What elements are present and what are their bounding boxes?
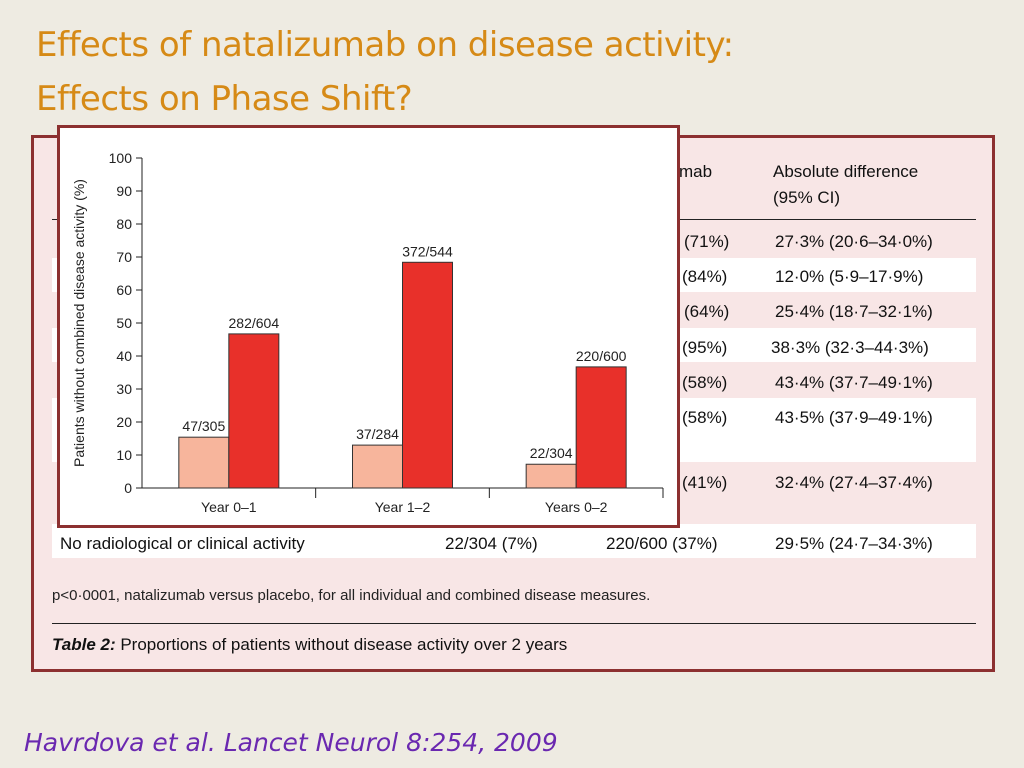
bar-data-label: 282/604 xyxy=(229,315,280,331)
natalizumab-bar xyxy=(228,333,280,489)
row6-natalizumab: (58%) xyxy=(682,408,728,427)
y-tick-label: 70 xyxy=(116,249,132,265)
row2-natalizumab: (84%) xyxy=(682,267,728,286)
header-absolute-difference: Absolute difference xyxy=(773,162,919,181)
x-tick-label: Years 0–2 xyxy=(545,499,608,515)
y-tick-label: 60 xyxy=(116,282,132,298)
row3-difference: 25·4% (18·7–32·1%) xyxy=(775,302,933,321)
y-tick-label: 80 xyxy=(116,216,132,232)
y-tick-label: 40 xyxy=(116,348,132,364)
table-footnote: p<0·0001, natalizumab versus placebo, fo… xyxy=(52,587,651,604)
row4-natalizumab: (95%) xyxy=(682,338,728,357)
citation: Havrdova et al. Lancet Neurol 8:254, 200… xyxy=(24,728,558,757)
table-caption-text: Proportions of patients without disease … xyxy=(115,635,568,654)
bar-data-label: 22/304 xyxy=(530,445,573,461)
row8-placebo: 22/304 (7%) xyxy=(445,534,538,553)
slide-title-line2: Effects on Phase Shift? xyxy=(36,79,413,119)
placebo-bar xyxy=(178,436,230,489)
chart-panel: 0 10 20 30 40 50 60 70 80 90 100 Patients without c… xyxy=(57,125,680,528)
table-caption: Table 2: Proportions of patients without… xyxy=(52,635,567,655)
row8-difference: 29·5% (24·7–34·3%) xyxy=(775,534,933,553)
row7-difference: 32·4% (27·4–37·4%) xyxy=(775,473,933,492)
bar-data-label: 47/305 xyxy=(182,418,225,434)
footer-rule xyxy=(52,623,976,624)
row7-natalizumab: (41%) xyxy=(682,473,728,492)
row3-natalizumab: (64%) xyxy=(684,302,730,321)
y-tick-label: 90 xyxy=(116,183,132,199)
row8-natalizumab: 220/600 (37%) xyxy=(606,534,718,553)
row4-difference: 38·3% (32·3–44·3%) xyxy=(771,338,929,357)
y-tick-label: 50 xyxy=(116,315,132,331)
row-band xyxy=(52,524,976,558)
natalizumab-bar xyxy=(575,366,627,489)
row5-difference: 43·4% (37·7–49·1%) xyxy=(775,373,933,392)
row5-natalizumab: (58%) xyxy=(682,373,728,392)
row1-natalizumab: (71%) xyxy=(684,232,730,251)
row2-difference: 12·0% (5·9–17·9%) xyxy=(775,267,924,286)
placebo-bar xyxy=(352,444,403,489)
slide-title-line1: Effects of natalizumab on disease activi… xyxy=(36,25,734,65)
placebo-bar xyxy=(525,463,577,489)
y-tick-label: 0 xyxy=(124,480,132,496)
y-axis-label: Patients without combined disease activi… xyxy=(71,179,87,467)
y-tick-label: 20 xyxy=(116,414,132,430)
x-tick-label: Year 0–1 xyxy=(201,499,257,515)
bar-data-label: 220/600 xyxy=(576,348,627,364)
y-tick-label: 30 xyxy=(116,381,132,397)
header-natalizumab: mab xyxy=(679,162,713,181)
table-caption-label: Table 2: xyxy=(52,635,116,654)
row1-difference: 27·3% (20·6–34·0%) xyxy=(775,232,933,251)
y-tick-label: 100 xyxy=(109,150,133,166)
y-tick-label: 10 xyxy=(116,447,132,463)
header-ci: (95% CI) xyxy=(773,188,841,207)
row6-difference: 43·5% (37·9–49·1%) xyxy=(775,408,933,427)
natalizumab-bar xyxy=(402,261,453,489)
bar-data-label: 372/544 xyxy=(402,243,453,259)
x-tick-label: Year 1–2 xyxy=(375,499,431,515)
bar-data-label: 37/284 xyxy=(356,426,399,442)
row8-label: No radiological or clinical activity xyxy=(60,534,305,553)
bar-chart: 0 10 20 30 40 50 60 70 80 90 100 Patients without c… xyxy=(71,150,664,515)
